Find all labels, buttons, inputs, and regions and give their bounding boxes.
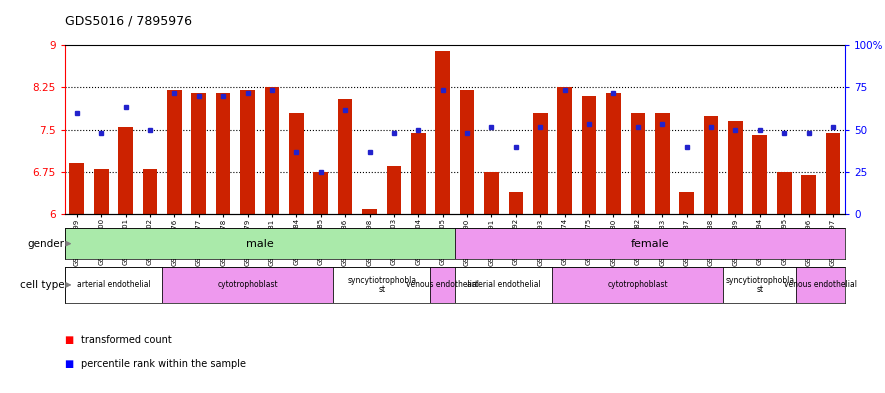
Bar [430, 267, 455, 303]
Bar [289, 113, 304, 214]
Bar [162, 267, 333, 303]
Bar [167, 90, 181, 214]
Bar [70, 163, 84, 214]
Text: venous endothelial: venous endothelial [406, 281, 479, 289]
Bar [581, 96, 596, 214]
Bar [94, 169, 109, 214]
Bar [313, 172, 328, 214]
Bar [65, 228, 455, 259]
Bar [655, 113, 670, 214]
Bar [509, 192, 523, 214]
Text: female: female [631, 239, 669, 249]
Bar [435, 51, 450, 214]
Bar [630, 113, 645, 214]
Text: syncytiotrophobla
st: syncytiotrophobla st [725, 275, 795, 294]
Bar [338, 99, 352, 214]
Bar [265, 87, 280, 214]
Text: ■: ■ [65, 358, 73, 369]
Text: cytotrophoblast: cytotrophoblast [607, 281, 668, 289]
Text: male: male [246, 239, 273, 249]
Text: cytotrophoblast: cytotrophoblast [217, 281, 278, 289]
Bar [240, 90, 255, 214]
Bar [723, 267, 796, 303]
Text: arterial endothelial: arterial endothelial [466, 281, 541, 289]
Bar [704, 116, 719, 214]
Bar [460, 90, 474, 214]
Text: cell type: cell type [20, 280, 65, 290]
Bar [533, 113, 548, 214]
Text: arterial endothelial: arterial endothelial [76, 281, 150, 289]
Bar [216, 93, 230, 214]
Text: gender: gender [27, 239, 65, 249]
Bar [387, 166, 401, 214]
Bar [411, 132, 426, 214]
Bar [826, 132, 840, 214]
Bar [455, 267, 552, 303]
Bar [455, 228, 845, 259]
Bar [484, 172, 499, 214]
Bar [333, 267, 430, 303]
Text: GDS5016 / 7895976: GDS5016 / 7895976 [65, 15, 192, 28]
Bar [801, 175, 816, 214]
Text: percentile rank within the sample: percentile rank within the sample [81, 358, 245, 369]
Bar [680, 192, 694, 214]
Text: transformed count: transformed count [81, 335, 172, 345]
Bar [142, 169, 158, 214]
Bar [728, 121, 743, 214]
Bar [362, 209, 377, 214]
Bar [119, 127, 133, 214]
Bar [606, 93, 620, 214]
Bar [191, 93, 206, 214]
Text: ■: ■ [65, 335, 73, 345]
Bar [558, 87, 572, 214]
Bar [796, 267, 845, 303]
Text: venous endothelial: venous endothelial [784, 281, 858, 289]
Text: syncytiotrophobla
st: syncytiotrophobla st [347, 275, 416, 294]
Bar [552, 267, 723, 303]
Bar [777, 172, 791, 214]
Bar [65, 267, 162, 303]
Bar [752, 135, 767, 214]
